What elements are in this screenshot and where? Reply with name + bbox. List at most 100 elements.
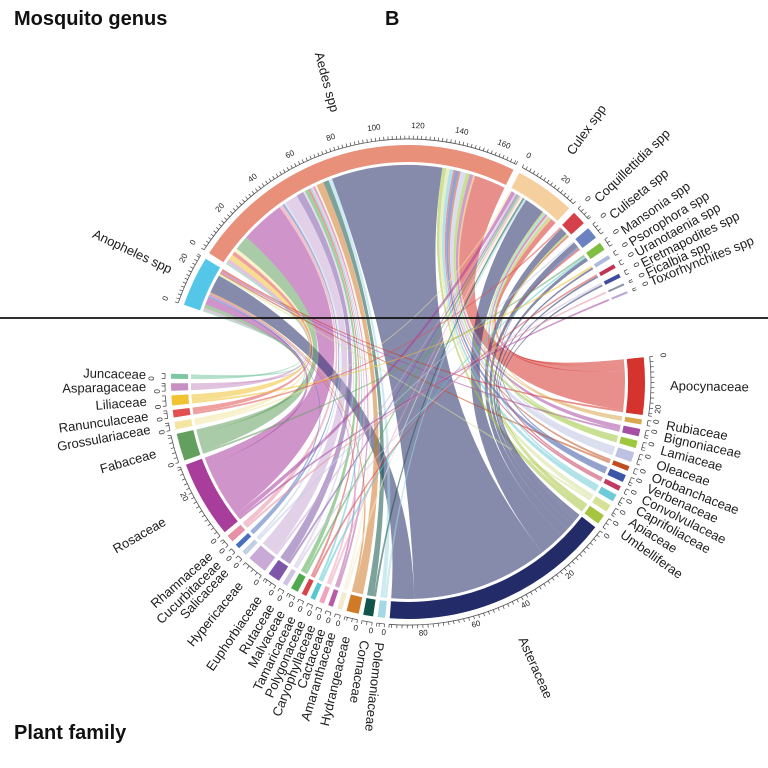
axis-tick <box>297 599 300 603</box>
axis-tick <box>551 577 555 581</box>
axis-tick <box>232 552 236 556</box>
axis-tick-label: 20 <box>653 404 663 414</box>
axis-tick <box>556 574 559 578</box>
axis-tick <box>647 420 652 422</box>
axis-line-Uranotaenia spp <box>618 261 622 266</box>
axis-tick <box>596 534 600 538</box>
axis-tick <box>292 596 296 601</box>
axis-tick <box>474 145 477 149</box>
axis-tick <box>179 289 183 292</box>
sector-arc-Rhamnaceae <box>227 524 246 542</box>
axis-tick <box>324 610 327 615</box>
axis-tick <box>176 466 181 469</box>
axis-tick <box>313 154 316 158</box>
axis-tick <box>310 605 313 609</box>
axis-tick <box>515 161 519 165</box>
axis-tick <box>201 247 205 251</box>
axis-tick <box>608 518 612 521</box>
axis-line-Cucurbitaceae <box>231 548 236 553</box>
ribbon-Culex-spp-Malvaceae <box>305 195 520 575</box>
axis-tick <box>521 164 525 168</box>
axis-tick-label: 0 <box>147 376 156 381</box>
axis-tick <box>442 622 445 626</box>
axis-tick <box>567 564 571 568</box>
axis-tick <box>182 281 187 284</box>
axis-tick-label: 20 <box>177 252 189 265</box>
axis-tick <box>557 187 560 191</box>
axis-line-Eretmapodites spp <box>623 270 627 275</box>
axis-tick <box>600 231 604 235</box>
axis-tick <box>242 199 245 203</box>
sector-arc-Aedes spp <box>209 145 514 263</box>
axis-tick <box>588 216 592 220</box>
axis-tick-label: 0 <box>209 537 219 547</box>
sector-arc-Grossulariaceae <box>174 419 193 430</box>
axis-tick <box>454 140 456 144</box>
axis-tick <box>579 553 583 557</box>
axis-tick <box>586 215 590 218</box>
axis-tick <box>167 434 171 437</box>
axis-line-Tamaricaceae <box>298 598 304 602</box>
axis-tick <box>634 468 639 470</box>
axis-tick <box>242 562 246 566</box>
axis-tick <box>315 607 318 611</box>
axis-tick <box>218 223 222 227</box>
sector-arc-Asparagaceae <box>171 383 189 391</box>
axis-tick-label: 0 <box>231 561 241 571</box>
axis-tick <box>366 139 368 143</box>
axis-tick <box>329 612 332 616</box>
sector-arc-Caryophyllaceae <box>319 586 330 604</box>
axis-tick <box>609 244 613 247</box>
axis-tick <box>611 514 615 517</box>
axis-line-Amaranthaceae <box>335 613 341 616</box>
axis-tick-label: 0 <box>267 588 276 598</box>
axis-tick <box>580 208 584 212</box>
axis-tick <box>623 493 628 496</box>
axis-tick-label: 0 <box>631 261 641 270</box>
axis-tick <box>283 169 286 173</box>
sector-label-Culex spp: Culex spp <box>563 102 609 158</box>
axis-tick <box>586 546 590 550</box>
axis-tick <box>644 437 648 439</box>
sector-arc-Coquillettidia spp <box>562 212 584 235</box>
axis-tick <box>631 477 635 480</box>
sector-arc-Cactaceae <box>328 589 339 607</box>
axis-tick <box>228 548 232 552</box>
axis-tick-label: 60 <box>284 148 297 160</box>
axis-tick <box>633 472 637 475</box>
ribbons <box>190 165 625 599</box>
sector-arc-Tamaricaceae <box>301 578 314 596</box>
sector-arc-Apiaceae <box>592 496 611 512</box>
axis-tick <box>196 255 200 258</box>
sector-label-Rosaceae: Rosaceae <box>110 514 168 556</box>
ribbon-Aedes-spp-Hydrangeaceae <box>316 182 379 595</box>
axis-tick-label: 0 <box>381 628 387 637</box>
axis-tick <box>188 270 192 273</box>
ribbon-Aedes-spp-Tamaricaceae <box>308 188 360 577</box>
axis-tick <box>210 233 214 237</box>
axis-tick <box>486 148 489 153</box>
axis-tick <box>448 621 450 626</box>
axis-tick <box>220 539 224 543</box>
sector-arc-Bignoniaceae <box>622 425 641 437</box>
axis-tick <box>513 160 517 164</box>
axis-tick <box>525 594 529 598</box>
axis-tick <box>566 195 570 199</box>
sector-arc-Fabaceae <box>176 430 201 461</box>
axis-tick <box>642 446 646 449</box>
axis-tick <box>356 619 358 624</box>
axis-tick-label: 0 <box>640 280 650 288</box>
axis-tick <box>177 468 182 471</box>
sector-label-Fabaceae: Fabaceae <box>98 446 158 476</box>
axis-tick <box>607 240 611 244</box>
axis-tick <box>560 189 563 194</box>
axis-tick <box>258 185 262 189</box>
axis-tick <box>273 585 276 589</box>
axis-tick-label: 60 <box>470 619 482 630</box>
axis-tick <box>305 157 308 161</box>
axis-line-Grossulariaceae <box>168 422 171 431</box>
axis-line-Orobanchaceae <box>632 468 636 474</box>
axis-tick-label: 0 <box>325 616 333 626</box>
axis-tick-label: 0 <box>153 404 162 410</box>
axis-line-Caryophyllaceae <box>316 606 322 610</box>
